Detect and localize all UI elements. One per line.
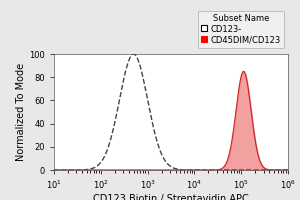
Legend: CD123-, CD45DIM/CD123: CD123-, CD45DIM/CD123 xyxy=(198,11,284,48)
X-axis label: CD123 Biotin / Streptavidin APC: CD123 Biotin / Streptavidin APC xyxy=(93,194,249,200)
Y-axis label: Normalized To Mode: Normalized To Mode xyxy=(16,63,26,161)
